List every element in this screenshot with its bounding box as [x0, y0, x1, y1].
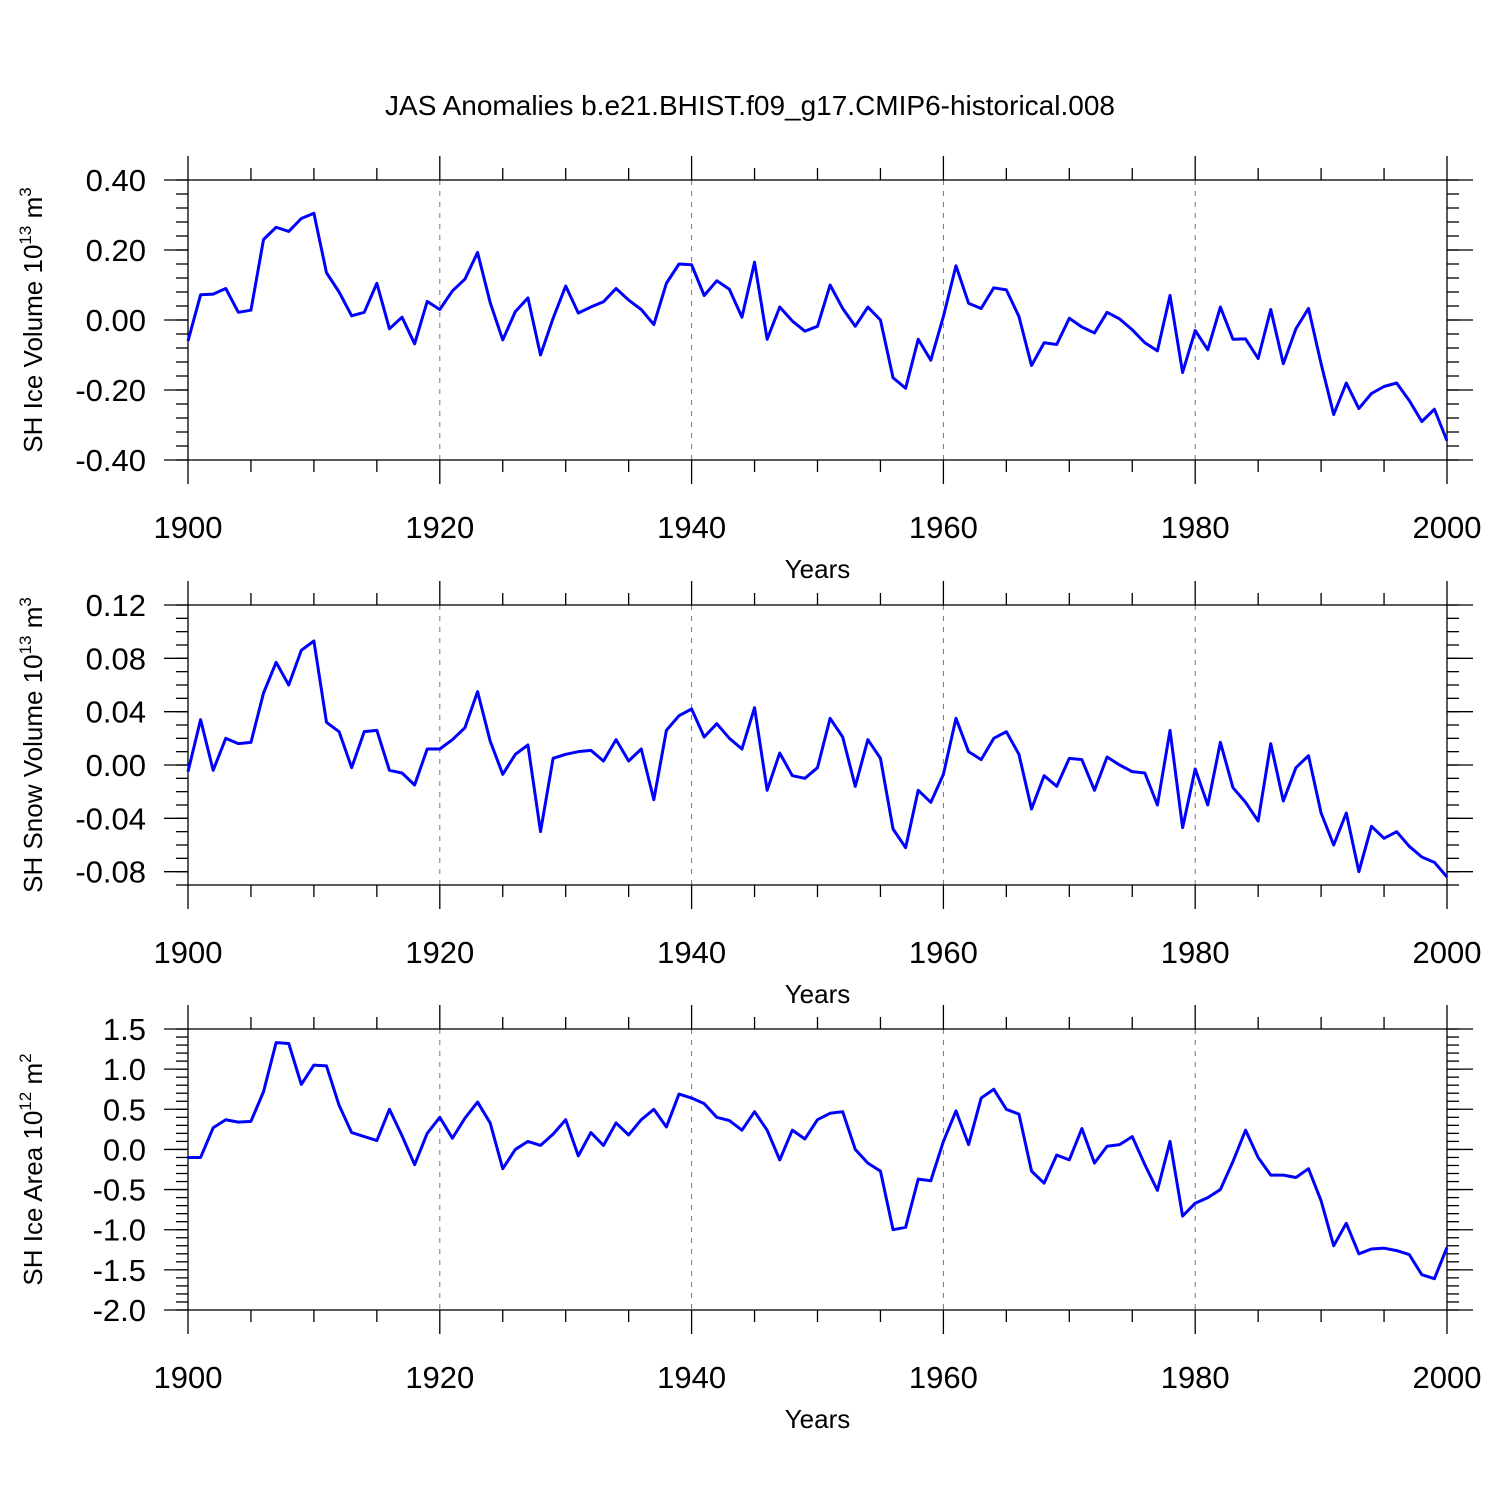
panel-1-x-tick-label: 1960 [909, 510, 978, 545]
figure-title: JAS Anomalies b.e21.BHIST.f09_g17.CMIP6-… [385, 90, 1115, 121]
panel-2-y-axis-title-ylabel: SH Snow Volume 10 [18, 654, 48, 892]
panel-1-y-tick-label: 0.00 [86, 303, 146, 338]
panel-2-x-axis-title: Years [785, 979, 851, 1009]
panel-1-y-tick-label: -0.20 [75, 373, 146, 408]
panel-2-x-tick-label: 1960 [909, 935, 978, 970]
panel-3-x-tick-label: 2000 [1413, 1360, 1482, 1395]
panel-2-x-tick-label: 2000 [1413, 935, 1482, 970]
panels: 1900 1920 1940 1960 1980 2000 Years -0.40 -0.20 0… [16, 156, 1481, 1434]
panel-3-y-tick-label: -1.5 [93, 1253, 146, 1288]
panel-2-x-tick-label: 1940 [657, 935, 726, 970]
panel-2-y-tick-label: -0.04 [75, 801, 146, 836]
panel-2-x-tick-label: 1900 [154, 935, 223, 970]
panel-3-plot-frame [187, 1028, 1448, 1311]
panel-2-y-tick-label: -0.08 [75, 855, 146, 890]
panel-1-y-tick-label: 0.40 [86, 163, 146, 198]
panel-2-y-axis-title-ylabel-unit: m [18, 607, 48, 636]
panel-3-y-tick-label: -1.0 [93, 1213, 146, 1248]
panel-3-x-tick-label: 1960 [909, 1360, 978, 1395]
panel-2-plot-frame [187, 604, 1448, 886]
panel-3-y-axis-title: SH Ice Area 1012 m2 [16, 1053, 48, 1285]
panel-1-y-axis-title-ylabel-unit: m [18, 197, 48, 226]
panel-1-x-axis-title: Years [785, 554, 851, 584]
panel-3-y-tick-label: -2.0 [93, 1293, 146, 1328]
panel-3-y-tick-label: 1.5 [103, 1012, 146, 1047]
panel-3-y-tick-label: 1.0 [103, 1052, 146, 1087]
panel-2-y-tick-label: 0.12 [86, 588, 146, 623]
panel-1-y-axis-title: SH Ice Volume 1013 m3 [16, 187, 48, 452]
panel-3-y-axis-title-ylabel-sup: 12 [16, 1092, 35, 1111]
panel-2-y-axis-title: SH Snow Volume 1013 m3 [16, 597, 48, 893]
panel-3-y-axis-title-ylabel-unit-sup: 2 [16, 1053, 35, 1062]
panel-1-x-tick-label: 1920 [405, 510, 474, 545]
panel-2: 1900 1920 1940 1960 1980 2000 Years -0.08 -0.04 0… [16, 581, 1481, 1009]
panel-3-y-axis-title-ylabel: SH Ice Area 10 [18, 1111, 48, 1286]
panel-2-y-tick-label: 0.04 [86, 695, 146, 730]
panel-3-y-tick-label: 0.0 [103, 1132, 146, 1167]
panel-3-x-tick-label: 1920 [405, 1360, 474, 1395]
panel-2-y-tick-label: 0.00 [86, 748, 146, 783]
panel-3-x-tick-label: 1900 [154, 1360, 223, 1395]
panel-1-x-tick-label: 1980 [1161, 510, 1230, 545]
panel-3-x-axis-title: Years [785, 1404, 851, 1434]
panel-1-y-axis-title-ylabel-unit-sup: 3 [16, 187, 35, 196]
panel-1-x-tick-label: 1940 [657, 510, 726, 545]
panel-1-series-line [186, 211, 1449, 442]
panel-3-y-tick-label: 0.5 [103, 1092, 146, 1127]
panel-1-x-tick-label: 2000 [1413, 510, 1482, 545]
panel-1: 1900 1920 1940 1960 1980 2000 Years -0.40 -0.20 0… [16, 156, 1481, 584]
panel-2-y-axis-title-ylabel-unit-sup: 3 [16, 597, 35, 606]
panel-2-x-tick-label: 1980 [1161, 935, 1230, 970]
panel-3-y-axis-title-ylabel-unit: m [18, 1063, 48, 1092]
panel-1-y-axis-title-ylabel-sup: 13 [16, 226, 35, 245]
panel-2-series-line [186, 639, 1449, 878]
panel-3: 1900 1920 1940 1960 1980 2000 Years -2.0 -1.5 -1.… [16, 1005, 1481, 1434]
panel-1-x-tick-label: 1900 [154, 510, 223, 545]
panel-3-x-tick-label: 1980 [1161, 1360, 1230, 1395]
panel-2-y-axis-title-ylabel-sup: 13 [16, 635, 35, 654]
panel-2-x-tick-label: 1920 [405, 935, 474, 970]
panel-1-y-tick-label: 0.20 [86, 233, 146, 268]
panel-1-y-tick-label: -0.40 [75, 443, 146, 478]
panel-1-plot-frame [187, 179, 1448, 461]
panel-1-y-axis-title-ylabel: SH Ice Volume 10 [18, 245, 48, 453]
panel-3-y-tick-label: -0.5 [93, 1173, 146, 1208]
panel-3-series-line [188, 1041, 1449, 1281]
panel-3-x-tick-label: 1940 [657, 1360, 726, 1395]
panel-2-y-tick-label: 0.08 [86, 641, 146, 676]
